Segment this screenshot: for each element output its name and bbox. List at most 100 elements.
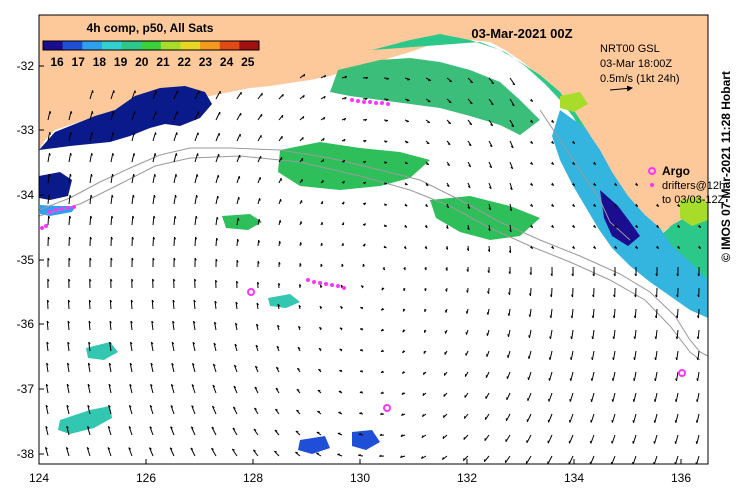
current-arrow-head — [344, 96, 347, 100]
current-arrow-head — [213, 363, 216, 367]
current-arrow-head — [401, 392, 404, 395]
current-arrow-head — [214, 300, 217, 304]
current-arrow-head — [358, 454, 361, 456]
current-arrow-head — [153, 236, 156, 240]
current-arrow — [254, 386, 259, 394]
credit-text: © IMOS 07-Mar-2021 11:28 Hobart — [719, 71, 733, 262]
current-arrow-head — [212, 384, 216, 388]
current-arrow-head — [614, 204, 617, 207]
current-arrow-head — [380, 349, 384, 353]
current-arrow-head — [194, 257, 197, 261]
current-arrow — [231, 448, 238, 457]
current-arrow-head — [675, 357, 678, 361]
current-arrow — [676, 371, 679, 381]
current-arrow-head — [655, 294, 658, 298]
current-arrow-head — [233, 406, 236, 409]
current-arrow — [151, 299, 154, 310]
current-arrow-head — [339, 327, 343, 330]
current-arrow-head — [382, 267, 385, 271]
current-arrow-head — [363, 140, 367, 143]
current-arrow — [110, 111, 114, 121]
current-arrow — [173, 216, 176, 226]
current-arrow — [214, 322, 217, 331]
current-arrow-head — [696, 336, 699, 340]
current-arrow-head — [49, 152, 51, 156]
current-arrow — [696, 455, 700, 464]
current-arrow — [151, 321, 154, 331]
current-arrow-head — [654, 315, 657, 319]
current-arrow-head — [91, 153, 93, 156]
current-arrow — [509, 182, 513, 190]
current-arrow-head — [69, 215, 72, 219]
current-arrow-head — [425, 204, 428, 208]
current-arrow-head — [253, 428, 257, 431]
y-axis: -32 -33 -34 -35 -36 -37 -38 — [17, 59, 44, 461]
current-arrow — [86, 447, 91, 457]
current-arrow-head — [698, 225, 701, 228]
current-arrow-head — [634, 273, 637, 277]
current-arrow — [193, 300, 196, 310]
colorbar-stripes — [42, 40, 260, 51]
current-arrow-head — [175, 153, 178, 156]
current-arrow-head — [386, 78, 389, 80]
current-arrow — [488, 140, 493, 147]
current-arrow-head — [324, 75, 327, 78]
current-arrow — [131, 215, 134, 226]
x-tick-label: 132 — [457, 471, 477, 485]
current-arrow — [569, 434, 574, 444]
current-arrow-head — [632, 399, 635, 402]
current-arrow-head — [191, 384, 195, 387]
current-arrow-head — [113, 111, 115, 114]
current-arrow — [257, 155, 262, 163]
current-arrow-head — [275, 387, 279, 390]
current-arrow — [234, 343, 238, 352]
current-arrow-head — [87, 404, 90, 408]
current-arrow — [591, 350, 595, 360]
current-arrow — [131, 153, 135, 163]
current-arrow-head — [49, 111, 52, 114]
current-arrow-head — [448, 101, 452, 104]
current-arrow-head — [107, 447, 111, 450]
colorbar-ticks: 16 17 18 19 20 21 22 23 24 25 — [50, 55, 254, 69]
current-arrow — [257, 134, 262, 142]
current-arrow-head — [508, 250, 512, 254]
current-arrow — [653, 455, 658, 464]
current-arrow — [569, 413, 574, 423]
current-arrow-head — [89, 236, 92, 240]
current-arrow-head — [445, 247, 449, 250]
current-arrow — [212, 363, 217, 373]
current-arrow-head — [612, 336, 615, 340]
current-arrow-head — [426, 163, 429, 166]
current-arrow-head — [635, 204, 638, 207]
current-arrow — [654, 371, 658, 381]
current-arrow-head — [384, 140, 388, 143]
current-arrow-head — [592, 273, 595, 277]
current-arrow-head — [570, 357, 572, 360]
current-arrow-head — [343, 117, 347, 121]
current-arrow-head — [47, 236, 50, 240]
current-arrow — [67, 342, 70, 352]
current-arrow-head — [191, 405, 194, 408]
current-arrow-head — [153, 194, 156, 198]
current-arrow — [173, 90, 178, 100]
current-arrow-head — [277, 303, 280, 307]
current-arrow-head — [530, 246, 533, 249]
current-arrow — [526, 434, 532, 444]
current-arrow-head — [551, 204, 554, 207]
current-arrow — [236, 91, 242, 100]
current-arrow-head — [133, 173, 135, 177]
colorbar-tick-label: 16 — [50, 55, 64, 69]
current-arrow — [528, 350, 532, 359]
current-arrow-head — [255, 365, 258, 369]
current-arrow-head — [487, 270, 490, 273]
current-arrow-head — [510, 187, 513, 191]
current-arrow-head — [695, 462, 697, 464]
current-arrow-head — [131, 257, 134, 261]
current-arrow-head — [110, 278, 113, 282]
current-arrow-head — [303, 74, 306, 77]
current-arrow-head — [468, 144, 472, 147]
current-arrow-head — [364, 98, 368, 101]
current-arrow-head — [530, 183, 533, 186]
current-arrow-head — [527, 377, 529, 380]
current-arrow — [233, 385, 238, 394]
